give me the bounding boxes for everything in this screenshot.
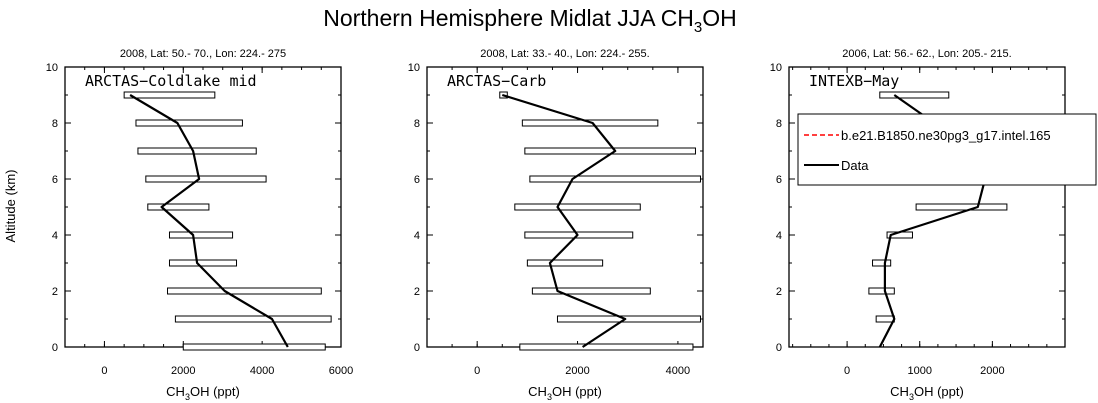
data-series-line [129, 94, 289, 348]
range-bar [879, 91, 950, 99]
range-bar [145, 175, 267, 183]
x-tick-label: 0 [474, 365, 480, 377]
panel-2: 2008, Lat: 33.- 40., Lon: 224.- 255. ARCT… [408, 48, 704, 402]
x-tick-label: 2000 [565, 365, 589, 377]
panel-1: 2008, Lat: 50.- 70., Lon: 224.- 275 ARCTA… [46, 48, 353, 402]
title-subscript: 3 [694, 19, 702, 36]
range-bar [137, 147, 257, 155]
panel-header: 2006, Lat: 56.- 62., Lon: 205.- 215. [842, 48, 1011, 60]
x-tick-label: 0 [101, 365, 107, 377]
range-bar [168, 259, 238, 267]
range-bar [529, 175, 701, 183]
x-tick-label: 0 [844, 365, 850, 377]
y-tick-label: 2 [52, 286, 58, 298]
y-axis-label: Altitude (km) [3, 170, 18, 243]
legend-data-label: Data [841, 158, 869, 173]
y-tick-label: 8 [776, 118, 782, 130]
range-bar [531, 287, 651, 295]
y-tick-label: 0 [776, 342, 782, 354]
range-bar [147, 203, 210, 211]
range-bar [875, 315, 895, 323]
panel-label: ARCTAS−Carb [447, 72, 546, 90]
range-bar [526, 259, 604, 267]
x-axis-label: CH3OH (ppt) [166, 384, 240, 402]
panel-label: ARCTAS−Coldlake mid [85, 72, 257, 90]
x-tick-label: 2000 [171, 365, 195, 377]
range-bar [123, 91, 216, 99]
x-tick-label: 4000 [666, 365, 690, 377]
x-axis-label: CH3OH (ppt) [528, 384, 602, 402]
range-bar [168, 231, 234, 239]
y-tick-label: 8 [414, 118, 420, 130]
x-tick-label: 6000 [329, 365, 353, 377]
range-bar [519, 343, 694, 351]
range-bar [135, 119, 243, 127]
panel-header: 2008, Lat: 33.- 40., Lon: 224.- 255. [480, 48, 649, 60]
figure-title: Northern Hemisphere Midlat JJA CH3OH [323, 5, 737, 36]
y-tick-label: 2 [776, 286, 782, 298]
panel-header: 2008, Lat: 50.- 70., Lon: 224.- 275 [120, 48, 286, 60]
y-tick-label: 4 [52, 230, 58, 242]
range-bar [556, 315, 701, 323]
range-bar [524, 231, 634, 239]
range-bar [167, 287, 322, 295]
y-tick-label: 4 [776, 230, 782, 242]
y-tick-label: 0 [52, 342, 58, 354]
range-bar [915, 203, 1008, 211]
data-series-line [501, 93, 627, 348]
y-tick-label: 10 [408, 62, 420, 74]
y-tick-label: 4 [414, 230, 420, 242]
y-tick-label: 0 [414, 342, 420, 354]
panel-3: 2006, Lat: 56.- 62., Lon: 205.- 215. INTE… [770, 48, 1066, 402]
y-tick-label: 8 [52, 118, 58, 130]
y-tick-label: 6 [776, 174, 782, 186]
y-tick-label: 6 [414, 174, 420, 186]
legend: b.e21.B1850.ne30pg3_g17.intel.165 Data [797, 113, 1097, 186]
y-tick-label: 2 [414, 286, 420, 298]
range-bar [872, 259, 892, 267]
range-bar [514, 203, 641, 211]
y-tick-label: 10 [770, 62, 782, 74]
x-tick-label: 1000 [907, 365, 931, 377]
x-axis-label: CH3OH (ppt) [890, 384, 964, 402]
legend-model-label: b.e21.B1850.ne30pg3_g17.intel.165 [841, 128, 1051, 143]
range-bar [182, 343, 326, 351]
x-tick-label: 4000 [250, 365, 274, 377]
panels: 2008, Lat: 50.- 70., Lon: 224.- 275 ARCTA… [46, 48, 1097, 402]
range-bar [174, 315, 332, 323]
legend-box [797, 113, 1097, 186]
x-tick-label: 2000 [980, 365, 1004, 377]
range-bar [868, 287, 895, 295]
y-tick-label: 6 [52, 174, 58, 186]
panel-label: INTEXB−May [809, 72, 899, 90]
y-tick-label: 10 [46, 62, 58, 74]
